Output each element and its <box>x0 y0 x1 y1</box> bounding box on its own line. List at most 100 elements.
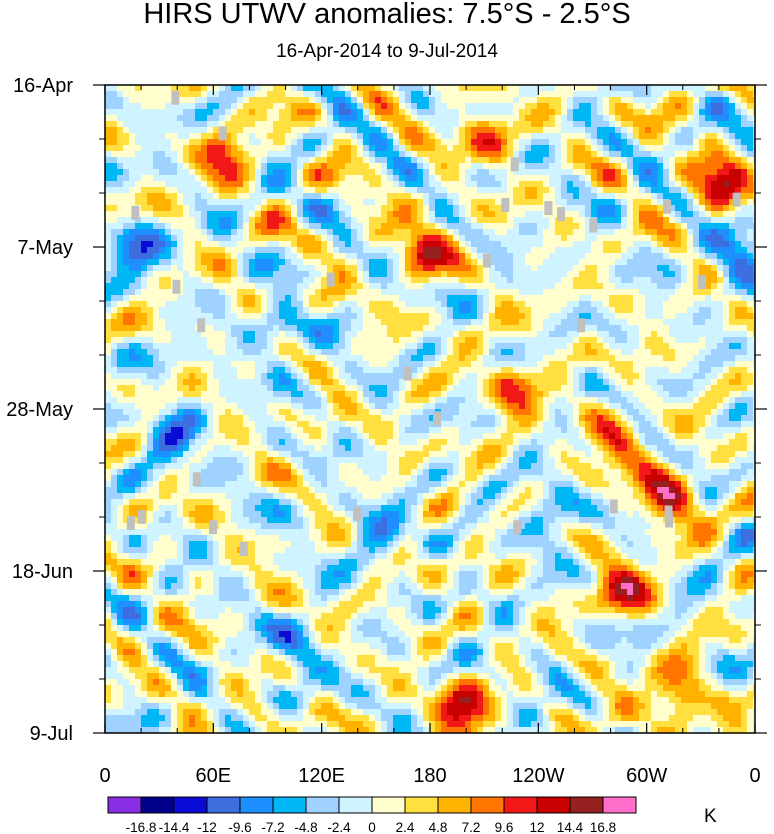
field-cell <box>429 307 436 314</box>
field-cell <box>609 355 616 362</box>
field-cell <box>333 325 340 332</box>
field-cell <box>357 133 364 140</box>
field-cell <box>339 199 346 206</box>
field-cell <box>321 277 328 284</box>
field-cell <box>477 211 484 218</box>
field-cell <box>531 271 538 278</box>
field-cell <box>285 103 292 110</box>
field-cell <box>549 169 556 176</box>
field-cell <box>735 205 742 212</box>
field-cell <box>603 289 610 296</box>
field-cell <box>663 313 670 320</box>
field-cell <box>165 283 172 290</box>
field-cell <box>525 169 532 176</box>
field-cell <box>693 133 700 140</box>
field-cell <box>747 343 754 350</box>
field-cell <box>231 133 238 140</box>
field-cell <box>273 295 280 302</box>
field-cell <box>135 307 142 314</box>
field-cell <box>333 175 340 182</box>
field-cell <box>297 193 304 200</box>
field-cell <box>495 127 502 134</box>
field-cell <box>273 307 280 314</box>
field-cell <box>207 169 214 176</box>
field-cell <box>267 145 274 152</box>
field-cell <box>729 175 736 182</box>
field-cell <box>627 325 634 332</box>
field-cell <box>261 145 268 152</box>
field-cell <box>519 115 526 122</box>
field-cell <box>687 247 694 254</box>
field-cell <box>651 109 658 116</box>
field-cell <box>549 349 556 356</box>
field-cell <box>381 199 388 206</box>
field-cell <box>639 223 646 230</box>
field-cell <box>609 325 616 332</box>
field-cell <box>225 289 232 296</box>
field-cell <box>483 355 490 362</box>
field-cell <box>321 229 328 236</box>
field-cell <box>441 181 448 188</box>
field-cell <box>639 121 646 128</box>
field-cell <box>717 139 724 146</box>
field-cell <box>411 169 418 176</box>
field-cell <box>255 301 262 308</box>
field-cell <box>561 343 568 350</box>
field-cell <box>399 331 406 338</box>
field-cell <box>201 199 208 206</box>
field-cell <box>255 193 262 200</box>
field-cell <box>141 133 148 140</box>
field-cell <box>441 235 448 242</box>
field-cell <box>753 205 755 212</box>
field-cell <box>585 349 592 356</box>
field-cell <box>441 229 448 236</box>
field-cell <box>561 145 568 152</box>
field-cell <box>339 181 346 188</box>
field-cell <box>225 151 232 158</box>
field-cell <box>387 247 394 254</box>
field-cell <box>123 115 130 122</box>
field-cell <box>243 157 250 164</box>
field-cell <box>729 229 736 236</box>
field-cell <box>303 121 310 128</box>
field-cell <box>375 289 382 296</box>
field-cell <box>243 217 250 224</box>
field-cell <box>417 277 424 284</box>
field-cell <box>267 253 274 260</box>
field-cell <box>603 181 610 188</box>
field-cell <box>237 229 244 236</box>
field-cell <box>123 175 130 182</box>
field-cell <box>231 277 238 284</box>
field-cell <box>183 289 190 296</box>
field-cell <box>447 337 454 344</box>
field-cell <box>591 271 598 278</box>
field-cell <box>591 97 598 104</box>
field-cell <box>717 301 724 308</box>
field-cell <box>237 139 244 146</box>
field-cell <box>477 217 484 224</box>
field-cell <box>597 295 604 302</box>
field-cell <box>633 235 640 242</box>
field-cell <box>123 259 130 266</box>
field-cell <box>399 229 406 236</box>
field-cell <box>399 127 406 134</box>
field-cell <box>681 151 688 158</box>
field-cell <box>681 103 688 110</box>
field-cell <box>531 139 538 146</box>
field-cell <box>297 145 304 152</box>
field-cell <box>249 241 256 248</box>
field-cell <box>669 331 676 338</box>
field-cell <box>537 193 544 200</box>
field-cell <box>147 325 154 332</box>
field-cell <box>693 217 700 224</box>
field-cell <box>441 295 448 302</box>
field-cell <box>747 127 754 134</box>
field-cell <box>369 313 376 320</box>
field-cell <box>615 211 622 218</box>
field-cell <box>405 127 412 134</box>
field-cell <box>357 241 364 248</box>
field-cell <box>111 85 118 92</box>
field-cell <box>309 145 316 152</box>
field-cell <box>447 289 454 296</box>
field-cell <box>507 193 514 200</box>
